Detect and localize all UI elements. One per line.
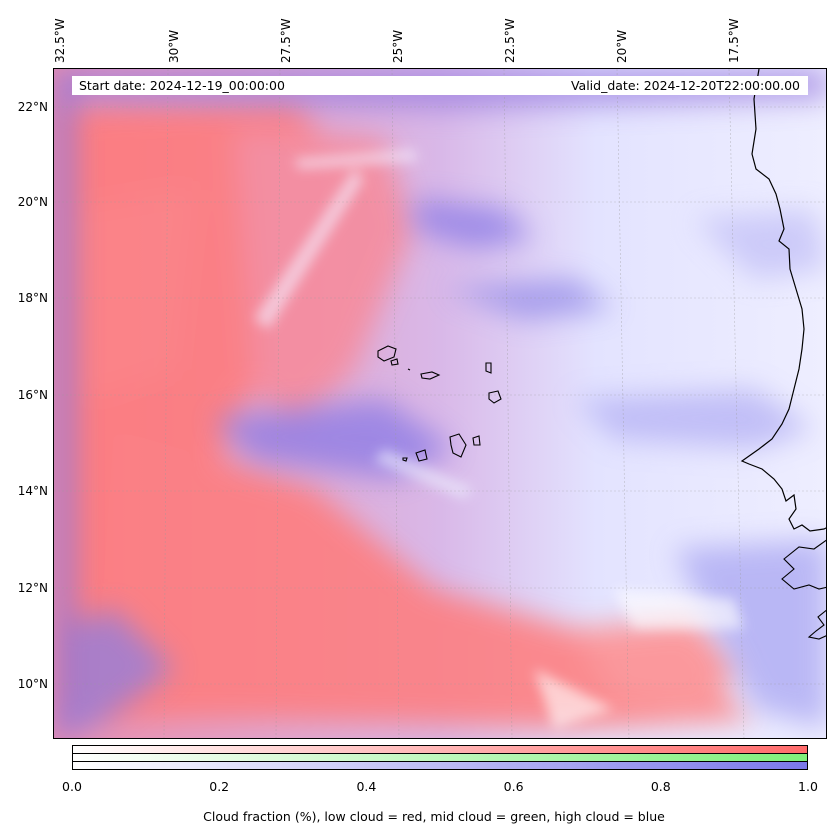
- colorbar-tick-label: 0.2: [209, 779, 230, 794]
- latitude-tick-label: 14°N: [17, 484, 48, 498]
- latitude-tick-label: 10°N: [17, 677, 48, 691]
- date-info-box: Start date: 2024-12-19_00:00:00 Valid_da…: [72, 76, 808, 95]
- latitude-tick-label: 16°N: [17, 388, 48, 402]
- colorbar-tick-label: 1.0: [798, 779, 818, 794]
- longitude-tick-label: 17.5°W: [727, 18, 741, 63]
- longitude-tick-label: 20°W: [615, 29, 629, 63]
- latitude-tick-label: 18°N: [17, 291, 48, 305]
- colorbar-tick-label: 0.0: [62, 779, 82, 794]
- clear-streaks: [254, 149, 744, 729]
- cloud-fraction-map: [53, 68, 827, 739]
- colorbar-mid-cloud: [73, 754, 807, 761]
- coastline-south: [781, 539, 826, 640]
- cape-verde-islands: [377, 345, 502, 462]
- latitude-tick-label: 22°N: [17, 100, 48, 114]
- colorbar-label: Cloud fraction (%), low cloud = red, mid…: [203, 809, 665, 824]
- africa-coastline: [740, 69, 826, 532]
- colorbar-high-cloud: [73, 762, 807, 769]
- latitude-tick-label: 12°N: [17, 581, 48, 595]
- colorbar-low-cloud: [73, 746, 807, 753]
- longitude-tick-label: 25°W: [391, 29, 405, 63]
- map-canvas: [54, 69, 826, 738]
- valid-date-label: Valid_date: 2024-12-20T22:00:00.00: [570, 78, 800, 93]
- longitude-tick-label: 30°W: [167, 29, 181, 63]
- longitude-tick-label: 22.5°W: [503, 18, 517, 63]
- low-cloud-layer: [64, 99, 754, 729]
- latitude-tick-label: 20°N: [17, 195, 48, 209]
- longitude-tick-label: 27.5°W: [279, 18, 293, 63]
- graticule: [54, 69, 826, 738]
- colorbar-tick-label: 0.6: [503, 779, 524, 794]
- longitude-tick-label: 32.5°W: [53, 18, 67, 63]
- colorbar-tick-label: 0.8: [650, 779, 671, 794]
- start-date-label: Start date: 2024-12-19_00:00:00: [79, 78, 285, 93]
- colorbar: [72, 745, 808, 770]
- colorbar-tick-label: 0.4: [356, 779, 377, 794]
